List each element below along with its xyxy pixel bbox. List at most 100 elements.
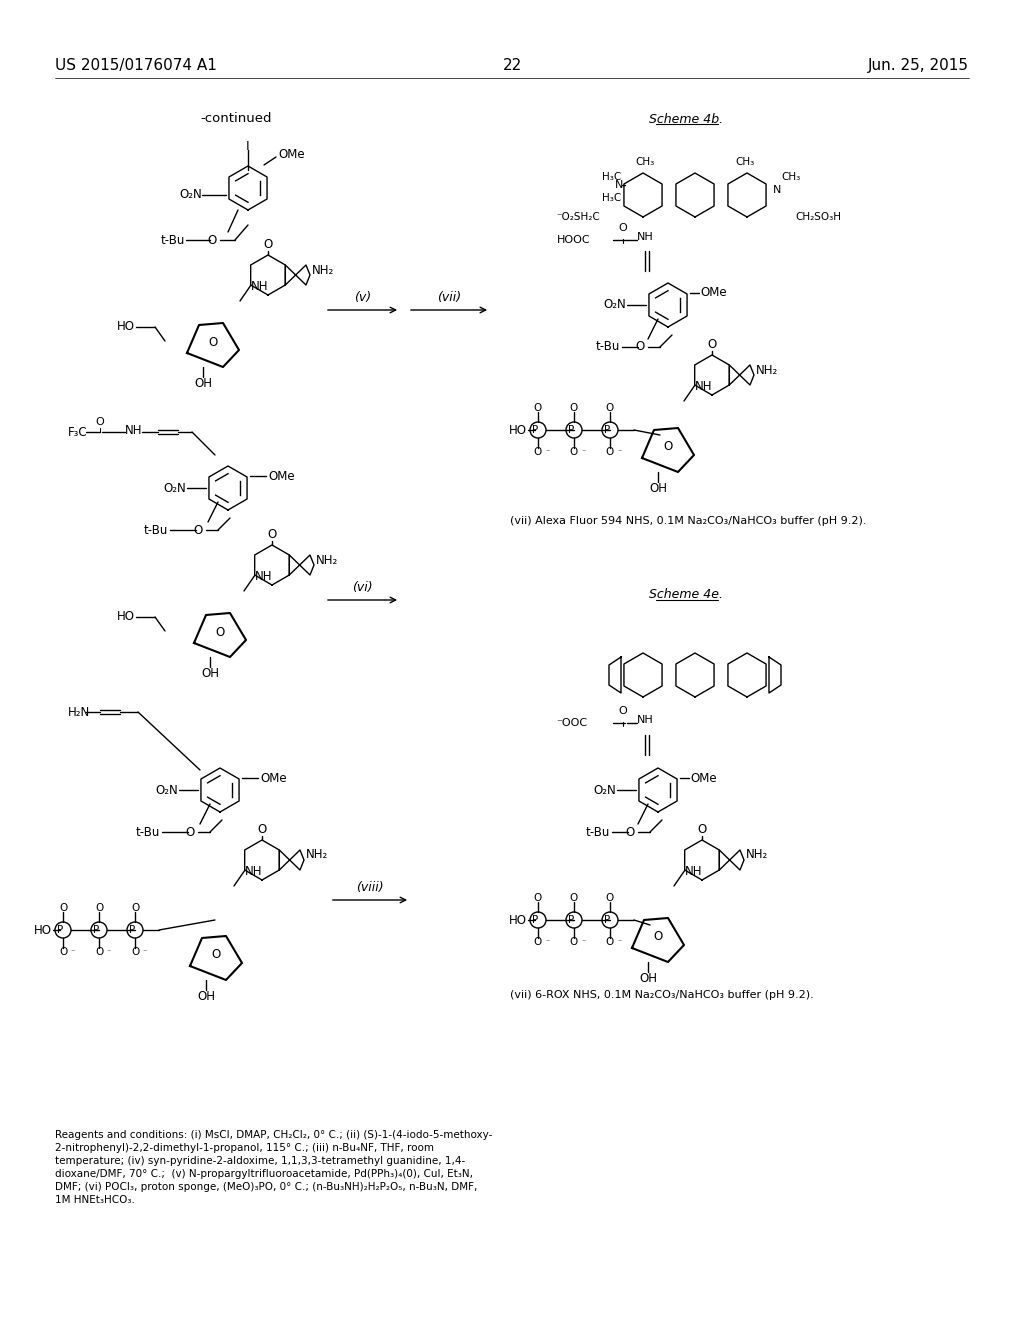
Text: HO: HO bbox=[34, 924, 52, 936]
Text: O: O bbox=[626, 825, 635, 838]
Text: O: O bbox=[606, 403, 614, 413]
Text: H₃C: H₃C bbox=[602, 172, 621, 182]
Text: NH₂: NH₂ bbox=[746, 849, 768, 862]
Text: ⁻: ⁻ bbox=[617, 937, 622, 946]
Text: P: P bbox=[568, 915, 574, 925]
Text: O: O bbox=[185, 825, 195, 838]
Text: H₂N: H₂N bbox=[68, 705, 90, 718]
Text: OMe: OMe bbox=[260, 771, 287, 784]
Text: O: O bbox=[606, 447, 614, 457]
Text: OH: OH bbox=[194, 378, 212, 389]
Text: O: O bbox=[58, 946, 68, 957]
Text: P: P bbox=[568, 425, 574, 436]
Text: O: O bbox=[257, 822, 266, 836]
Text: O: O bbox=[194, 524, 203, 536]
Text: HO: HO bbox=[117, 321, 135, 334]
Text: I: I bbox=[246, 140, 250, 153]
Text: ⁻: ⁻ bbox=[70, 948, 75, 957]
Text: O: O bbox=[570, 894, 579, 903]
Text: 2-nitrophenyl)-2,2-dimethyl-1-propanol, 115° C.; (iii) n-Bu₄NF, THF, room: 2-nitrophenyl)-2,2-dimethyl-1-propanol, … bbox=[55, 1143, 434, 1152]
Text: ⁻O₂SH₂C: ⁻O₂SH₂C bbox=[556, 213, 600, 222]
Text: NH₂: NH₂ bbox=[756, 363, 778, 376]
Text: t-Bu: t-Bu bbox=[135, 825, 160, 838]
Text: O: O bbox=[606, 937, 614, 946]
Text: O: O bbox=[534, 894, 542, 903]
Text: ⁻: ⁻ bbox=[581, 447, 586, 457]
Text: NH: NH bbox=[246, 865, 263, 878]
Text: O: O bbox=[570, 447, 579, 457]
Text: O: O bbox=[215, 626, 224, 639]
Text: O: O bbox=[263, 238, 272, 251]
Text: NH: NH bbox=[637, 715, 653, 725]
Text: O: O bbox=[131, 903, 139, 913]
Text: O: O bbox=[606, 894, 614, 903]
Text: O: O bbox=[208, 234, 217, 247]
Text: CH₃: CH₃ bbox=[735, 157, 755, 168]
Text: O: O bbox=[95, 903, 103, 913]
Text: US 2015/0176074 A1: US 2015/0176074 A1 bbox=[55, 58, 217, 73]
Text: O: O bbox=[534, 447, 542, 457]
Text: DMF; (vi) POCl₃, proton sponge, (MeO)₃PO, 0° C.; (n-Bu₃NH)₂H₂P₂O₅, n-Bu₃N, DMF,: DMF; (vi) POCl₃, proton sponge, (MeO)₃PO… bbox=[55, 1181, 477, 1192]
Text: O: O bbox=[635, 341, 645, 354]
Text: t-Bu: t-Bu bbox=[596, 341, 620, 354]
Text: NH: NH bbox=[685, 865, 702, 878]
Text: O: O bbox=[95, 417, 104, 426]
Text: NH: NH bbox=[637, 232, 653, 242]
Text: ⁻: ⁻ bbox=[545, 937, 549, 946]
Text: P: P bbox=[604, 425, 610, 436]
Text: P: P bbox=[604, 915, 610, 925]
Text: NH: NH bbox=[251, 280, 268, 293]
Text: Jun. 25, 2015: Jun. 25, 2015 bbox=[868, 58, 969, 73]
Text: CH₃: CH₃ bbox=[781, 172, 800, 182]
Text: P: P bbox=[531, 915, 539, 925]
Text: NH: NH bbox=[255, 570, 272, 583]
Text: ⁻: ⁻ bbox=[142, 948, 146, 957]
Text: dioxane/DMF, 70° C.;  (v) N-propargyltrifluoroacetamide, Pd(PPh₃)₄(0), CuI, Et₃N: dioxane/DMF, 70° C.; (v) N-propargyltrif… bbox=[55, 1170, 473, 1179]
Text: OH: OH bbox=[649, 482, 667, 495]
Text: O: O bbox=[95, 946, 103, 957]
Text: OH: OH bbox=[197, 990, 215, 1003]
Text: NH: NH bbox=[125, 424, 142, 437]
Text: NH₂: NH₂ bbox=[306, 849, 329, 862]
Text: O: O bbox=[618, 706, 628, 715]
Text: O: O bbox=[534, 403, 542, 413]
Text: H₃C: H₃C bbox=[602, 193, 621, 203]
Text: (viii): (viii) bbox=[356, 880, 384, 894]
Text: P: P bbox=[57, 925, 63, 935]
Text: N: N bbox=[614, 180, 623, 190]
Text: (vii) 6-ROX NHS, 0.1M Na₂CO₃/NaHCO₃ buffer (pH 9.2).: (vii) 6-ROX NHS, 0.1M Na₂CO₃/NaHCO₃ buff… bbox=[510, 990, 814, 1001]
Text: NH: NH bbox=[695, 380, 713, 393]
Text: t-Bu: t-Bu bbox=[143, 524, 168, 536]
Text: (v): (v) bbox=[354, 290, 371, 304]
Text: ⁻: ⁻ bbox=[106, 948, 111, 957]
Text: HO: HO bbox=[117, 610, 135, 623]
Text: ⁻: ⁻ bbox=[617, 447, 622, 457]
Text: CH₂SO₃H: CH₂SO₃H bbox=[795, 213, 841, 222]
Text: ⁻: ⁻ bbox=[545, 447, 549, 457]
Text: CH₃: CH₃ bbox=[635, 157, 654, 168]
Text: O: O bbox=[570, 403, 579, 413]
Text: P: P bbox=[129, 925, 135, 935]
Text: t-Bu: t-Bu bbox=[586, 825, 610, 838]
Text: 22: 22 bbox=[503, 58, 521, 73]
Text: Reagents and conditions: (i) MsCl, DMAP, CH₂Cl₂, 0° C.; (ii) (S)-1-(4-iodo-5-met: Reagents and conditions: (i) MsCl, DMAP,… bbox=[55, 1130, 493, 1140]
Text: Scheme 4b.: Scheme 4b. bbox=[649, 114, 723, 125]
Text: (vii): (vii) bbox=[437, 290, 461, 304]
Text: ⁻OOC: ⁻OOC bbox=[556, 718, 587, 729]
Text: -continued: -continued bbox=[200, 112, 271, 125]
Text: O: O bbox=[708, 338, 717, 351]
Text: (vi): (vi) bbox=[352, 581, 373, 594]
Text: Scheme 4e.: Scheme 4e. bbox=[649, 587, 723, 601]
Text: P: P bbox=[531, 425, 539, 436]
Text: O: O bbox=[131, 946, 139, 957]
Text: O: O bbox=[211, 949, 220, 961]
Text: HO: HO bbox=[509, 913, 527, 927]
Text: O: O bbox=[653, 931, 663, 944]
Text: O₂N: O₂N bbox=[156, 784, 178, 796]
Text: O₂N: O₂N bbox=[163, 482, 186, 495]
Text: O: O bbox=[570, 937, 579, 946]
Text: O₂N: O₂N bbox=[179, 189, 202, 202]
Text: temperature; (iv) syn-pyridine-2-aldoxime, 1,1,3,3-tetramethyl guanidine, 1,4-: temperature; (iv) syn-pyridine-2-aldoxim… bbox=[55, 1156, 465, 1166]
Text: N: N bbox=[773, 185, 781, 195]
Text: O: O bbox=[664, 441, 673, 454]
